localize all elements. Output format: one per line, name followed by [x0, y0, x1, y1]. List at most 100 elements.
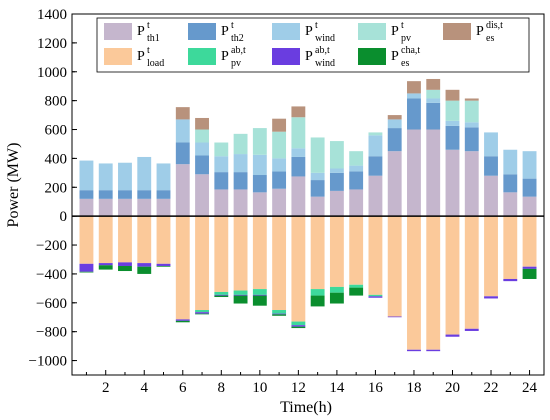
legend-sub-p_wind_ab: wind	[315, 58, 335, 69]
x-tick-label: 8	[218, 380, 226, 396]
legend-swatch-p_wind	[272, 23, 300, 40]
bar-p_wind-h2	[98, 163, 113, 191]
bar-p_pv-h9	[233, 133, 248, 155]
bar-p_load-h15	[349, 216, 364, 285]
legend-swatch-p_wind_ab	[272, 48, 300, 65]
legend-swatch-p_load	[104, 48, 132, 65]
bar-p_wind-h4	[137, 156, 152, 191]
bar-p_es_cha-h6	[175, 320, 190, 323]
bar-p_th2-h2	[98, 190, 113, 199]
y-tick-label: 200	[45, 180, 68, 196]
bar-p_th1-h11	[272, 188, 287, 217]
x-axis-title: Time(h)	[280, 399, 332, 416]
legend-sup-p_wind: t	[315, 20, 318, 31]
legend-label-p_th1: P	[137, 24, 145, 39]
bar-p_wind-h9	[233, 154, 248, 173]
y-tick-label: 1400	[37, 7, 67, 23]
bar-p_pv_ab-h16	[368, 294, 383, 297]
bar-p_load-h8	[214, 216, 229, 292]
bar-p_load-h19	[426, 216, 441, 350]
bar-p_wind_ab-h7	[195, 312, 209, 314]
bar-p_th1-h3	[118, 198, 132, 217]
bar-p_wind-h14	[329, 168, 344, 173]
bar-p_th1-h5	[156, 198, 171, 217]
x-tick-label: 22	[484, 380, 499, 396]
bar-p_load-h17	[387, 216, 402, 317]
bar-p_load-h16	[368, 216, 383, 295]
x-tick-label: 18	[406, 380, 421, 396]
x-tick-label: 14	[329, 380, 345, 396]
bar-p_wind-h1	[79, 160, 94, 191]
bar-p_wind_ab-h6	[175, 319, 190, 321]
legend-sub-p_wind: wind	[315, 33, 335, 44]
y-tick-label: −1000	[29, 354, 67, 370]
bar-p_th2-h10	[252, 175, 267, 193]
bar-p_th2-h12	[291, 156, 306, 177]
bar-p_th2-h14	[329, 172, 344, 191]
bar-p_th2-h17	[387, 128, 402, 152]
bar-p_es_dis-h7	[195, 117, 209, 130]
bar-p_th2-h22	[484, 156, 498, 176]
bar-p_es_dis-h6	[175, 107, 190, 120]
bar-p_es_cha-h5	[156, 265, 171, 267]
bar-p_wind_ab-h3	[118, 262, 132, 266]
bar-p_load-h5	[156, 216, 171, 264]
bar-p_th2-h18	[407, 98, 421, 130]
bar-p_pv_ab-h8	[214, 291, 229, 295]
bar-p_wind_ab-h24	[522, 266, 537, 269]
legend-swatch-p_th1	[104, 23, 132, 40]
bar-p_load-h10	[252, 216, 267, 290]
bar-p_pv_ab-h10	[252, 289, 267, 295]
bar-p_wind_ab-h23	[503, 278, 518, 282]
bar-p_es_cha-h14	[329, 292, 344, 304]
bar-p_es_cha-h3	[118, 265, 132, 272]
bar-p_th2-h6	[175, 142, 190, 165]
legend-sup-p_load: t	[147, 45, 150, 56]
bar-p_wind-h7	[195, 142, 209, 156]
legend-label-p_th2: P	[221, 24, 229, 39]
legend-swatch-p_pv_ab	[188, 48, 216, 65]
bar-p_th1-h19	[426, 129, 441, 217]
bar-p_es_cha-h9	[233, 295, 248, 304]
bar-p_th1-h8	[214, 189, 229, 217]
bar-p_es_dis-h21	[464, 98, 479, 101]
bar-p_th2-h9	[233, 172, 248, 190]
legend-sub-p_th1: th1	[147, 33, 160, 44]
bar-p_es_cha-h1	[79, 271, 94, 273]
bar-p_th1-h18	[407, 129, 421, 217]
y-tick-label: 800	[45, 94, 68, 110]
bar-p_wind-h21	[464, 122, 479, 128]
legend-sup-p_th1: t	[147, 20, 150, 31]
bar-p_th1-h24	[522, 196, 537, 217]
bar-p_es_cha-h8	[214, 295, 229, 298]
bar-p_wind_ab-h11	[272, 313, 287, 315]
bar-p_es_cha-h10	[252, 295, 267, 306]
bar-p_load-h9	[233, 216, 248, 291]
axes-layer: −1000 −800 −600 −400 −200 0 200 400 600 800 1000 12…	[29, 7, 545, 396]
bar-p_wind_ab-h12	[291, 325, 306, 327]
bar-p_wind-h16	[368, 135, 383, 157]
bar-p_pv_ab-h7	[195, 310, 209, 313]
bar-p_th2-h7	[195, 155, 209, 175]
x-tick-label: 2	[102, 380, 110, 396]
legend-sup-p_es_cha: cha,t	[401, 45, 420, 56]
bar-p_th1-h4	[137, 198, 152, 217]
bar-p_th1-h2	[98, 198, 113, 217]
bar-p_th2-h21	[464, 127, 479, 152]
bar-p_es_dis-h17	[387, 115, 402, 120]
bar-p_th2-h16	[368, 156, 383, 176]
bar-p_th1-h1	[79, 198, 94, 217]
bar-p_load-h12	[291, 216, 306, 322]
bar-p_load-h22	[484, 216, 498, 297]
x-tick-label: 24	[522, 380, 538, 396]
bar-p_wind_ab-h5	[156, 263, 171, 266]
bar-p_load-h2	[98, 216, 113, 264]
bar-p_wind-h18	[407, 93, 421, 99]
legend-label-p_pv_ab: P	[221, 49, 229, 64]
y-tick-label: 0	[60, 209, 68, 225]
bar-p_pv_ab-h15	[349, 284, 364, 288]
bar-p_pv-h10	[252, 128, 267, 155]
bar-p_es_dis-h20	[445, 89, 460, 101]
bar-p_th2-h23	[503, 174, 518, 193]
bar-p_pv_ab-h12	[291, 321, 306, 326]
